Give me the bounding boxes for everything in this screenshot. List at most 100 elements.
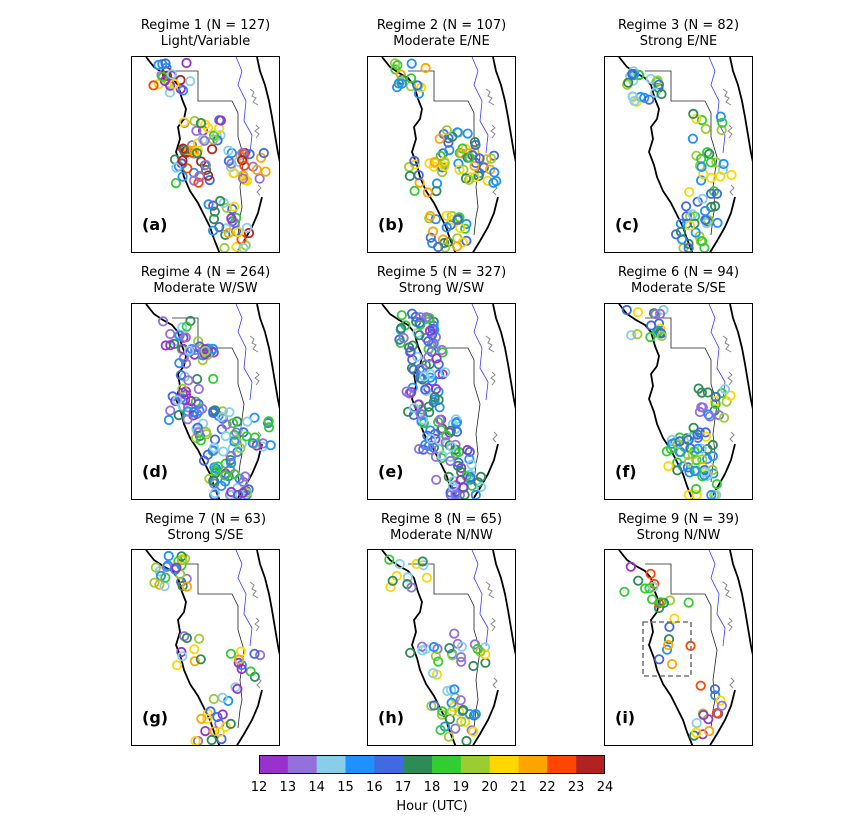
event-point — [706, 172, 717, 184]
event-point — [443, 731, 455, 742]
event-point — [221, 419, 232, 430]
event-point — [237, 155, 248, 166]
coastline — [618, 550, 694, 745]
event-point — [208, 373, 219, 385]
panel-letter: (e) — [378, 462, 404, 481]
colorbar-tick-label: 15 — [337, 780, 354, 795]
event-point — [412, 80, 423, 91]
event-point — [716, 124, 727, 136]
event-point — [446, 441, 457, 452]
event-point — [158, 316, 169, 327]
event-point — [223, 227, 234, 239]
event-point — [425, 369, 436, 380]
colorbar-outline — [259, 755, 605, 774]
event-point — [163, 550, 174, 562]
event-point — [227, 418, 239, 429]
event-point — [719, 384, 731, 395]
event-point — [711, 708, 723, 719]
panel-title-8: Regime 8 (N = 65) Moderate N/NW — [342, 512, 542, 544]
event-point — [719, 412, 730, 423]
coastline — [256, 304, 279, 409]
panel-letter: (b) — [378, 215, 405, 234]
event-point — [702, 147, 713, 158]
event-point — [456, 641, 468, 652]
event-point — [414, 317, 425, 329]
event-point — [489, 167, 500, 178]
event-point — [260, 166, 271, 177]
event-point — [421, 572, 433, 583]
event-point — [178, 116, 190, 128]
event-point — [700, 205, 711, 217]
colorbar-tick-label: 13 — [279, 780, 297, 795]
event-point — [421, 312, 432, 323]
event-point — [171, 660, 183, 671]
event-point — [661, 644, 673, 655]
colorbar-tick-label: 12 — [250, 780, 268, 795]
panel-regime-description: Strong S/SE — [167, 528, 244, 543]
lake-outline — [722, 335, 735, 443]
event-point — [434, 402, 445, 413]
map-panel-8: (h) — [367, 549, 516, 746]
event-point — [456, 462, 467, 474]
event-point — [700, 123, 711, 135]
event-point — [428, 641, 440, 653]
event-point — [468, 726, 479, 737]
event-point — [711, 479, 723, 490]
panel-regime-label: Regime 9 (N = 39) — [617, 512, 740, 527]
colorbar-tick-label: 14 — [308, 780, 325, 795]
event-point — [408, 364, 419, 375]
event-point — [455, 652, 467, 663]
map-panel-1: (a) — [131, 56, 280, 253]
lake-outline — [249, 88, 262, 196]
event-point — [427, 226, 439, 237]
coastline — [472, 196, 499, 252]
event-point — [405, 73, 417, 84]
event-point — [396, 310, 407, 321]
event-point — [433, 416, 444, 428]
region-border — [172, 317, 245, 483]
event-point — [148, 80, 159, 91]
event-point — [251, 164, 262, 175]
coastline — [709, 196, 736, 252]
event-point — [629, 95, 640, 107]
event-point — [176, 555, 187, 566]
event-point — [696, 175, 707, 186]
colorbar-tick-label: 16 — [366, 780, 383, 795]
coastline — [236, 689, 263, 745]
event-point — [443, 237, 454, 248]
event-point — [181, 321, 192, 332]
event-point — [676, 234, 688, 245]
event-point — [669, 613, 680, 624]
event-point — [177, 383, 188, 395]
event-point — [223, 145, 234, 156]
event-point — [177, 651, 188, 662]
region-border — [172, 563, 245, 729]
event-point — [705, 157, 716, 168]
event-point — [632, 329, 643, 340]
event-point — [448, 475, 459, 486]
event-point — [229, 469, 240, 480]
event-point — [621, 304, 632, 316]
event-point — [220, 431, 231, 442]
event-point — [171, 562, 182, 573]
panel-regime-description: Moderate N/NW — [390, 528, 493, 543]
event-point — [238, 149, 250, 160]
panel-title-4: Regime 4 (N = 264) Moderate W/SW — [106, 265, 306, 297]
event-point — [202, 708, 213, 719]
event-point — [674, 436, 685, 447]
event-point — [716, 700, 728, 711]
event-point — [718, 158, 729, 170]
event-point — [209, 206, 220, 217]
event-point — [241, 222, 253, 233]
event-point — [726, 169, 737, 181]
event-point — [180, 332, 191, 343]
map-svg — [145, 304, 279, 499]
panel-title-6: Regime 6 (N = 94) Moderate S/SE — [579, 265, 779, 297]
event-point — [190, 735, 201, 745]
event-point — [656, 330, 667, 342]
event-point — [414, 330, 425, 341]
region-border — [172, 70, 245, 236]
event-point — [706, 489, 717, 499]
event-point — [711, 157, 722, 168]
event-point — [709, 684, 721, 695]
